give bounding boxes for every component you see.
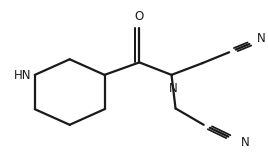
Text: HN: HN: [14, 69, 32, 82]
Text: O: O: [135, 10, 144, 23]
Text: N: N: [241, 136, 250, 149]
Text: N: N: [169, 82, 177, 95]
Text: N: N: [257, 32, 266, 45]
